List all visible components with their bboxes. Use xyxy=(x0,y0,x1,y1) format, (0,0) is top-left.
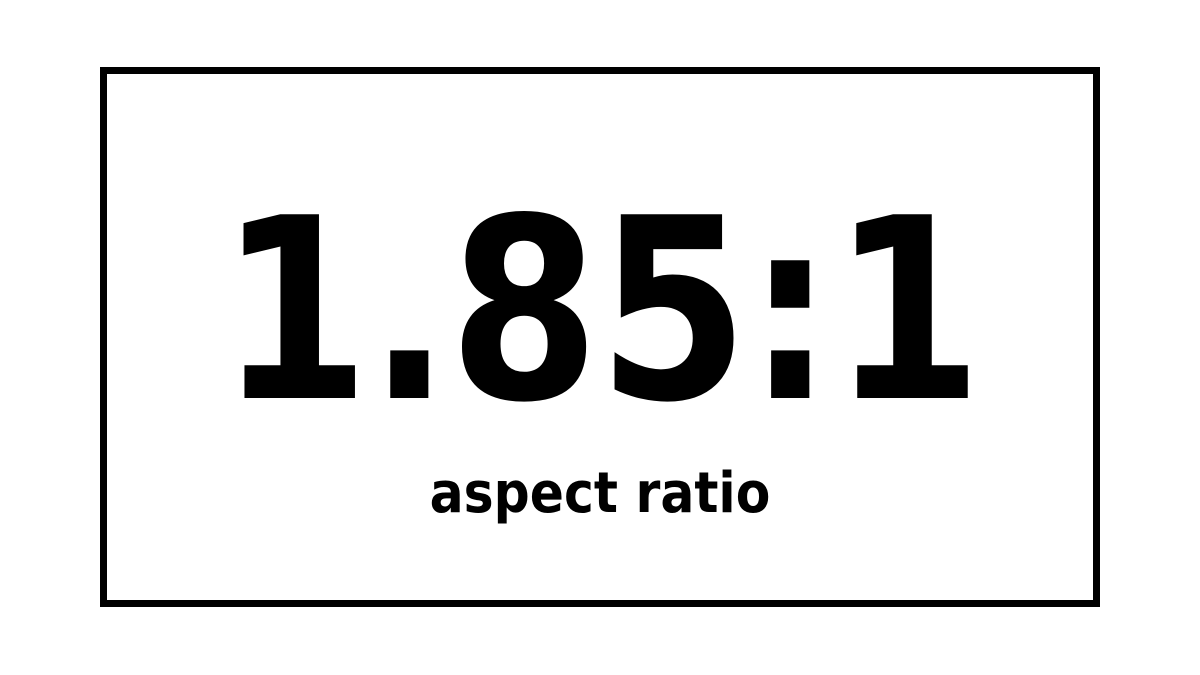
ratio-caption: aspect ratio xyxy=(429,461,771,526)
ratio-frame xyxy=(100,67,1100,607)
ratio-value: 1.85:1 xyxy=(219,165,983,458)
